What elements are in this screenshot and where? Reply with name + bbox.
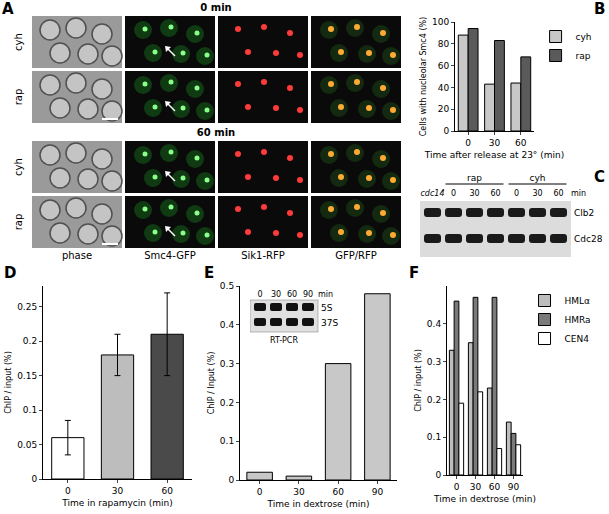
svg-text:40: 40 [438,83,450,93]
svg-text:0.1: 0.1 [23,405,37,415]
svg-text:0.2: 0.2 [427,395,441,405]
html-text:E: E [204,264,215,282]
svg-text:90: 90 [372,487,384,497]
svg-text:CEN4: CEN4 [565,334,590,344]
svg-text:0: 0 [465,138,471,148]
svg-text:min: min [571,189,586,198]
svg-text:0.15: 0.15 [17,371,37,381]
svg-text:60: 60 [489,482,501,492]
svg-text:Sik1-RFP: Sik1-RFP [241,250,285,261]
html-text:A: A [2,0,14,18]
svg-text:30: 30 [489,138,501,148]
svg-text:60: 60 [332,487,344,497]
svg-text:60 min: 60 min [197,127,235,138]
svg-text:30: 30 [112,486,124,496]
svg-text:0.05: 0.05 [17,440,37,450]
svg-text:0: 0 [435,470,441,480]
svg-text:0.1: 0.1 [427,432,441,442]
svg-text:0: 0 [514,189,519,198]
svg-text:60: 60 [515,138,527,148]
svg-text:0: 0 [454,482,460,492]
svg-text:Smc4-GFP: Smc4-GFP [144,250,195,261]
svg-text:cdc14: cdc14 [420,189,444,198]
svg-text:RT-PCR: RT-PCR [270,336,298,345]
svg-text:cyh: cyh [576,32,592,42]
svg-text:ChIP / input (%): ChIP / input (%) [414,349,423,412]
svg-text:0: 0 [257,487,263,497]
svg-text:60: 60 [438,61,450,71]
svg-text:60: 60 [553,189,563,198]
svg-text:0 min: 0 min [200,2,231,13]
svg-text:30: 30 [470,482,482,492]
svg-text:rap: rap [13,214,24,231]
svg-text:0: 0 [31,474,37,484]
svg-text:0.2: 0.2 [23,336,37,346]
svg-text:0: 0 [228,475,234,485]
svg-text:rap: rap [13,89,24,106]
svg-text:30: 30 [293,487,305,497]
svg-text:cyh: cyh [13,158,24,176]
svg-text:0: 0 [65,486,71,496]
svg-text:phase: phase [62,250,92,261]
svg-text:30: 30 [469,189,479,198]
svg-text:0.3: 0.3 [427,357,441,367]
html-text:F: F [409,264,420,282]
svg-text:30: 30 [532,189,542,198]
svg-text:0: 0 [451,189,456,198]
svg-text:GFP/RFP: GFP/RFP [335,250,377,261]
svg-text:Time in rapamycin (min): Time in rapamycin (min) [61,498,173,508]
svg-text:Time in dextrose (min): Time in dextrose (min) [433,494,536,504]
svg-text:37S: 37S [321,318,338,328]
svg-text:90: 90 [303,290,313,299]
html-text:B: B [594,0,606,18]
svg-text:Clb2: Clb2 [574,208,594,218]
svg-text:cyh: cyh [530,173,546,183]
svg-text:Time in dextrose (min): Time in dextrose (min) [267,499,370,509]
svg-text:cyh: cyh [13,33,24,51]
svg-text:60: 60 [287,290,297,299]
svg-text:Cells with nucleolar Smc4 (%): Cells with nucleolar Smc4 (%) [419,17,428,136]
svg-text:ChIP / Input (%): ChIP / Input (%) [207,352,216,415]
svg-text:0.2: 0.2 [220,398,234,408]
svg-text:ChIP / input (%): ChIP / input (%) [4,351,13,414]
svg-text:Time after release at 23° (min: Time after release at 23° (min) [424,150,564,160]
svg-text:90: 90 [508,482,520,492]
svg-text:0.4: 0.4 [427,319,442,329]
svg-text:30: 30 [271,290,281,299]
svg-text:0.4: 0.4 [220,320,235,330]
svg-text:60: 60 [161,486,173,496]
html-text:D: D [4,264,17,282]
svg-text:20: 20 [438,104,450,114]
svg-text:0.5: 0.5 [220,281,234,291]
svg-text:rap: rap [467,173,482,183]
svg-text:rap: rap [576,51,591,61]
svg-text:100: 100 [432,17,449,27]
svg-text:min: min [318,290,333,299]
html-text:C: C [594,168,605,186]
svg-text:0: 0 [257,290,262,299]
svg-text:0: 0 [443,126,449,136]
svg-text:60: 60 [490,189,500,198]
svg-text:80: 80 [438,39,450,49]
svg-text:0.25: 0.25 [17,302,37,312]
svg-text:HMRa: HMRa [565,315,591,325]
svg-text:Cdc28: Cdc28 [574,234,603,244]
svg-text:0.3: 0.3 [220,359,234,369]
svg-text:0.1: 0.1 [220,436,234,446]
svg-text:HMLα: HMLα [565,296,591,306]
svg-text:5S: 5S [321,303,333,313]
